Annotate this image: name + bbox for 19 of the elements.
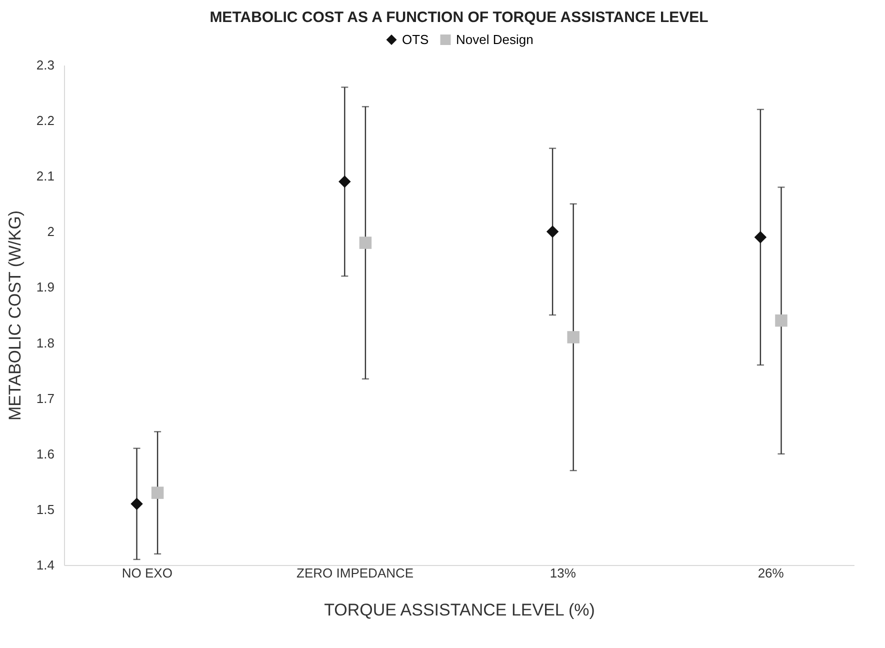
chart-title: METABOLIC COST AS A FUNCTION OF TORQUE ASSISTANCE LEVEL bbox=[210, 9, 708, 26]
y-tick-label: 2.1 bbox=[36, 168, 54, 184]
x-tick-label: 13% bbox=[550, 566, 576, 580]
y-tick-label: 2 bbox=[47, 224, 54, 240]
y-tick-label: 2.3 bbox=[36, 58, 54, 72]
y-axis-title: METABOLIC COST (W/KG) bbox=[5, 210, 24, 420]
x-tick-label: 26% bbox=[758, 566, 784, 580]
y-tick-label: 1.5 bbox=[36, 502, 54, 517]
y-tick-label: 1.9 bbox=[36, 280, 54, 295]
y-tick-label: 1.7 bbox=[36, 390, 54, 406]
legend-label: Novel Design bbox=[456, 32, 534, 47]
y-tick-label: 1.6 bbox=[36, 446, 54, 462]
y-tick-label: 1.8 bbox=[36, 335, 54, 350]
x-tick-label: ZERO IMPEDANCE bbox=[296, 566, 414, 580]
legend-label: OTS bbox=[402, 32, 430, 47]
y-tick-label: 2.2 bbox=[36, 113, 54, 128]
x-axis-title: TORQUE ASSISTANCE LEVEL (%) bbox=[324, 600, 595, 620]
y-tick-label: 1.4 bbox=[36, 558, 54, 572]
x-tick-label: NO EXO bbox=[122, 566, 172, 580]
